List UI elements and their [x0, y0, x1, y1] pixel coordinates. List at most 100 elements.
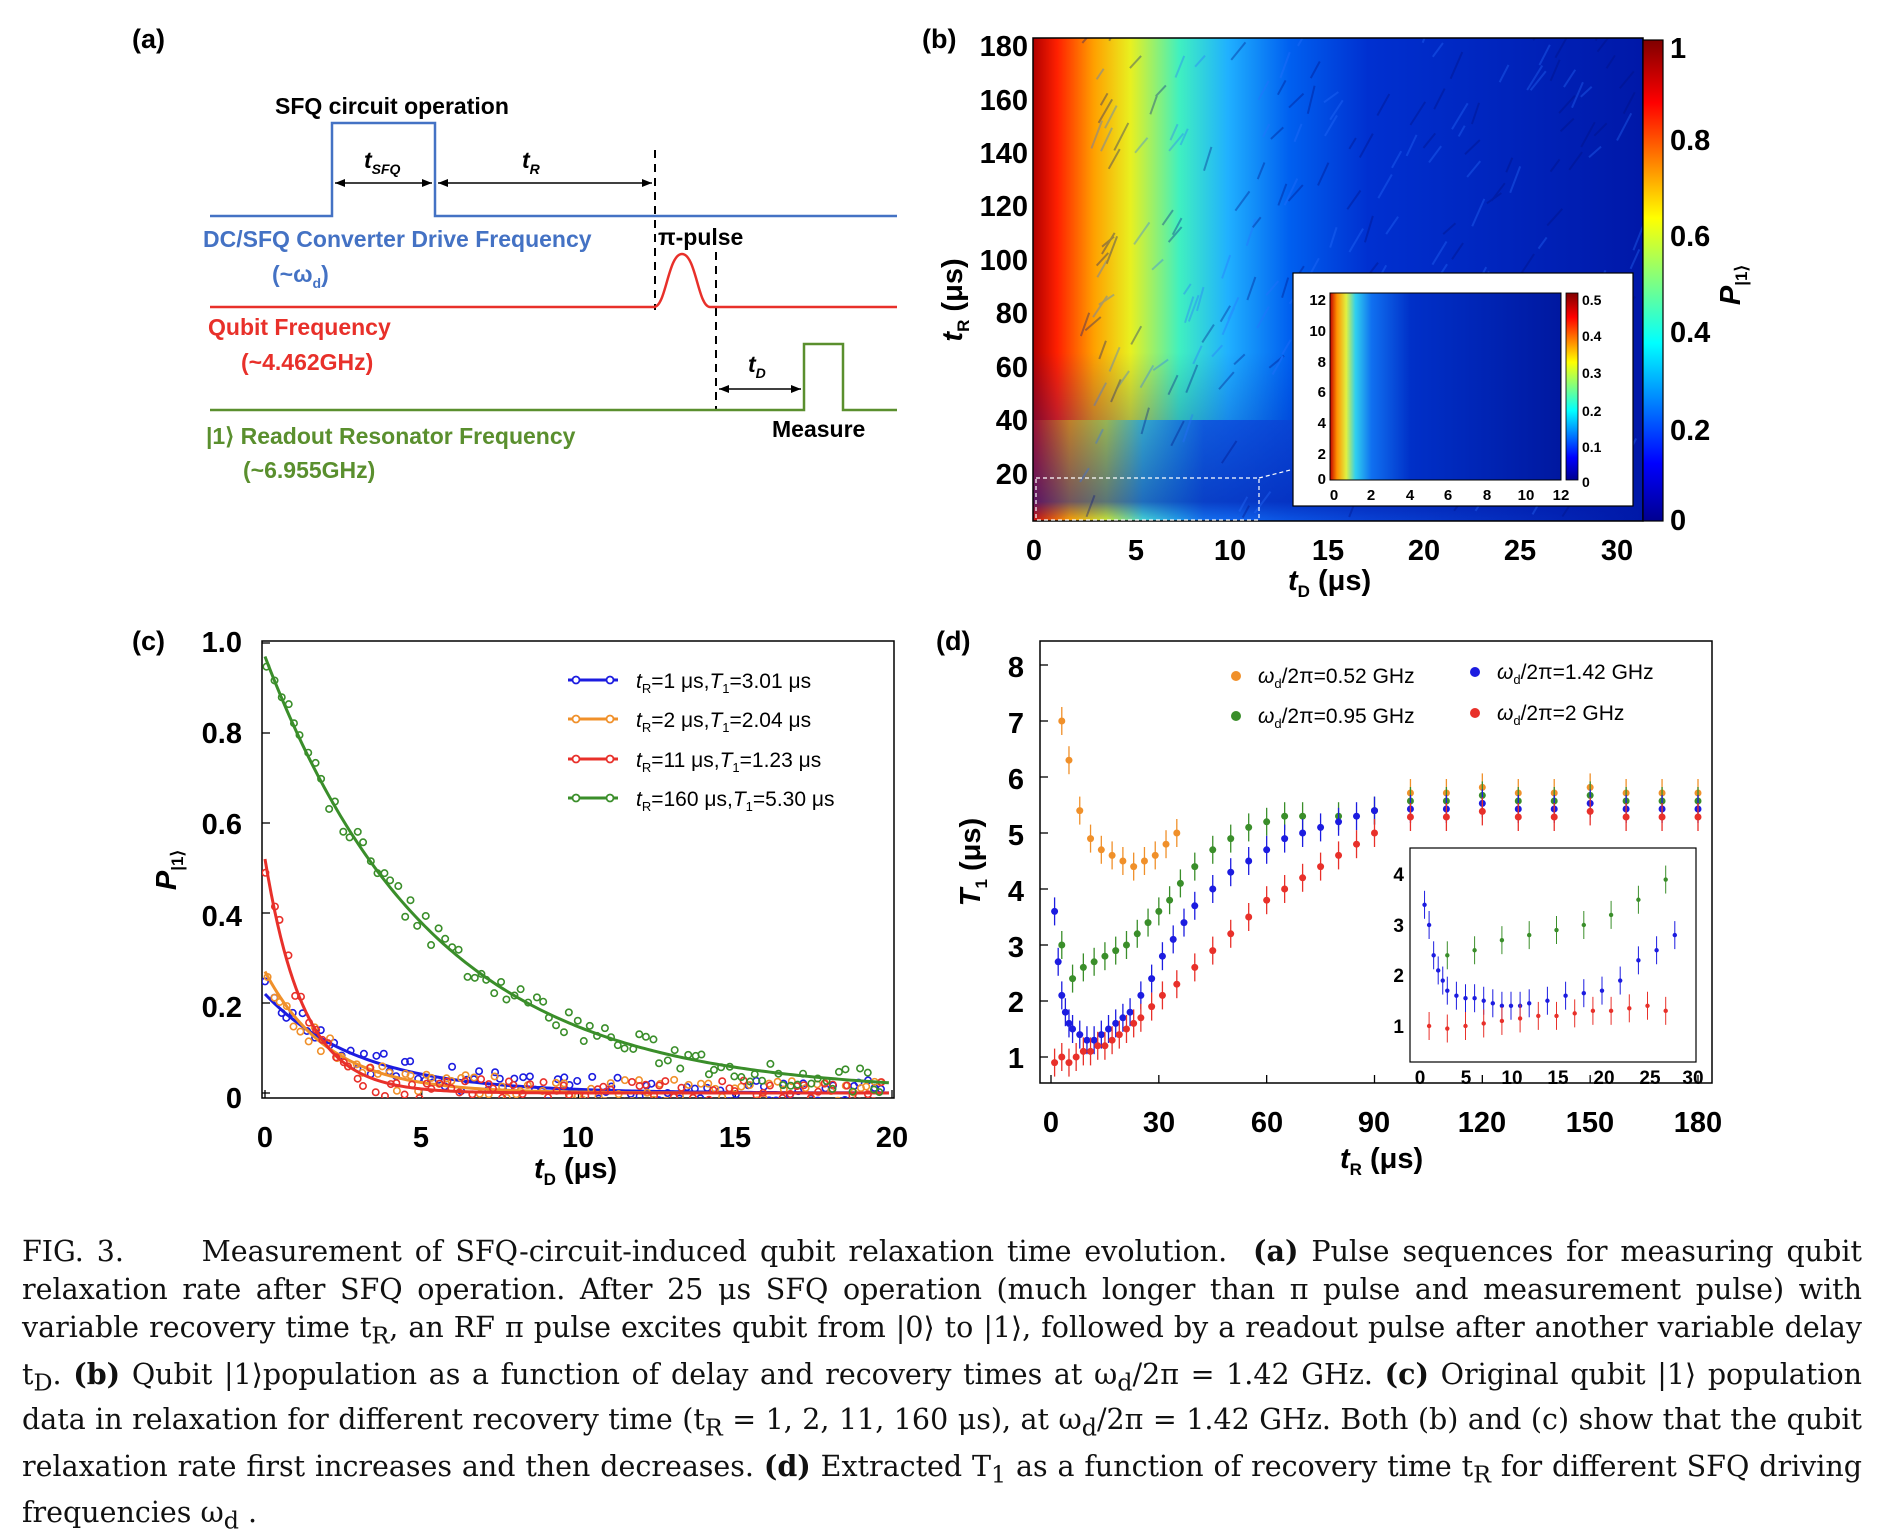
c-point [836, 1102, 842, 1108]
panel-b-ylabel: tR (μs) [937, 258, 973, 341]
d-point [1299, 874, 1307, 882]
c-point [401, 1069, 410, 1078]
panel-c-yticks: 1.0 0.8 0.6 0.4 0.2 0 [202, 627, 242, 1115]
d-point [1094, 1042, 1102, 1050]
colorbar-label: P|1⟩ [1715, 265, 1751, 305]
d-point [1227, 835, 1235, 843]
d-point [1478, 807, 1486, 815]
d-inset-point [1436, 968, 1441, 973]
svg-text:2: 2 [1008, 987, 1024, 1019]
svg-text:15: 15 [1547, 1068, 1569, 1089]
legend-item-tr160: tR=160 μs,T1=5.30 μs [568, 788, 834, 814]
c-point [794, 1100, 800, 1106]
c-point [650, 1095, 658, 1098]
panel-c-label: (c) [132, 626, 165, 656]
svg-text:1.0: 1.0 [202, 627, 242, 659]
sfq-operation-label: SFQ circuit operation [275, 93, 509, 119]
c-point [366, 1063, 375, 1072]
c-point [448, 1062, 457, 1071]
legend-item-2: ωd/2π=2 GHz [1470, 702, 1624, 728]
d-inset-point [1472, 948, 1477, 953]
c-point [641, 1080, 650, 1089]
d-inset-point [1508, 1003, 1514, 1008]
d-point [1101, 952, 1109, 960]
c-point [613, 1073, 622, 1082]
d-point [1083, 1036, 1091, 1044]
c-point [641, 1032, 650, 1041]
d-point [1263, 896, 1271, 904]
svg-text:20: 20 [876, 1122, 908, 1154]
c-point [289, 1022, 298, 1031]
c-point [532, 1100, 538, 1106]
figure: (a) SFQ circuit operation tSFQ tR DC/SFQ… [132, 24, 1751, 1189]
panel-c-plot [262, 655, 889, 1108]
c-point [862, 1082, 871, 1091]
d-inset-point [1554, 1013, 1559, 1019]
svg-text:30: 30 [1682, 1068, 1703, 1089]
c-point [502, 1093, 511, 1098]
c-point [649, 1035, 658, 1044]
svg-text:0.8: 0.8 [202, 718, 242, 750]
c-point [491, 1068, 500, 1077]
c-point [477, 969, 486, 978]
svg-text:tR=160 μs,T1=5.30 μs: tR=160 μs,T1=5.30 μs [636, 788, 834, 814]
svg-text:5: 5 [1008, 820, 1024, 852]
svg-text:6: 6 [1318, 384, 1326, 401]
svg-text:0.8: 0.8 [1670, 125, 1710, 157]
c-point [531, 1099, 537, 1105]
d-point [1112, 1019, 1120, 1027]
c-point [841, 1065, 850, 1074]
d-point [1514, 813, 1522, 821]
c-point [704, 1079, 713, 1088]
d-inset-point [1426, 1023, 1432, 1029]
d-inset-point [1636, 958, 1641, 963]
svg-text:180: 180 [1674, 1107, 1722, 1139]
c-point [386, 876, 395, 885]
c-point [696, 1094, 705, 1098]
d-point [1137, 991, 1145, 999]
d-point [1550, 813, 1558, 821]
d-inset-point [1572, 1011, 1577, 1016]
c-point [358, 1082, 367, 1091]
svg-text:3: 3 [1393, 916, 1404, 937]
inset-d-yticks: 4 3 2 1 [1393, 865, 1404, 1038]
dc-drive-sub: (~ωd) [272, 261, 329, 291]
colorbar-ticks: 1 0.8 0.6 0.4 0.2 0 [1670, 33, 1710, 537]
svg-text:40: 40 [996, 405, 1028, 437]
d-inset-point [1527, 932, 1532, 938]
d-point [1101, 1042, 1109, 1050]
c-point [727, 1097, 731, 1098]
d-inset-point [1463, 1023, 1468, 1029]
d-point [1281, 835, 1289, 843]
d-point [1130, 1019, 1138, 1027]
svg-text:0.6: 0.6 [202, 809, 242, 841]
d-inset-point [1445, 1026, 1450, 1031]
c-point [857, 1097, 862, 1098]
c-point [413, 921, 422, 930]
c-point [841, 1095, 849, 1098]
d-point [1122, 1025, 1130, 1033]
d-point [1058, 991, 1066, 999]
c-point [793, 1080, 802, 1089]
svg-text:0.3: 0.3 [1582, 365, 1602, 381]
c-point [434, 924, 443, 933]
svg-text:30: 30 [1601, 535, 1633, 567]
inset-b-yticks: 12 10 8 6 4 2 0 [1309, 292, 1326, 488]
c-point [497, 977, 506, 986]
panel-b: (b) 180 160 140 120 100 80 60 40 20 0 5 … [922, 24, 1751, 601]
c-point [738, 1100, 744, 1106]
c-point [807, 1079, 816, 1088]
d-point [1209, 947, 1217, 955]
c-point [564, 1008, 573, 1017]
dc-drive-label: DC/SFQ Converter Drive Frequency [203, 226, 592, 252]
c-point [655, 1081, 664, 1090]
c-point [670, 1046, 679, 1055]
d-inset-point [1645, 1003, 1650, 1008]
c-point [443, 1077, 452, 1086]
svg-text:4: 4 [1393, 865, 1404, 886]
d-point [1658, 813, 1666, 821]
d-inset-point [1481, 998, 1486, 1003]
c-point [828, 1084, 837, 1093]
svg-text:90: 90 [1358, 1107, 1390, 1139]
d-series-2 [1051, 796, 1378, 1055]
